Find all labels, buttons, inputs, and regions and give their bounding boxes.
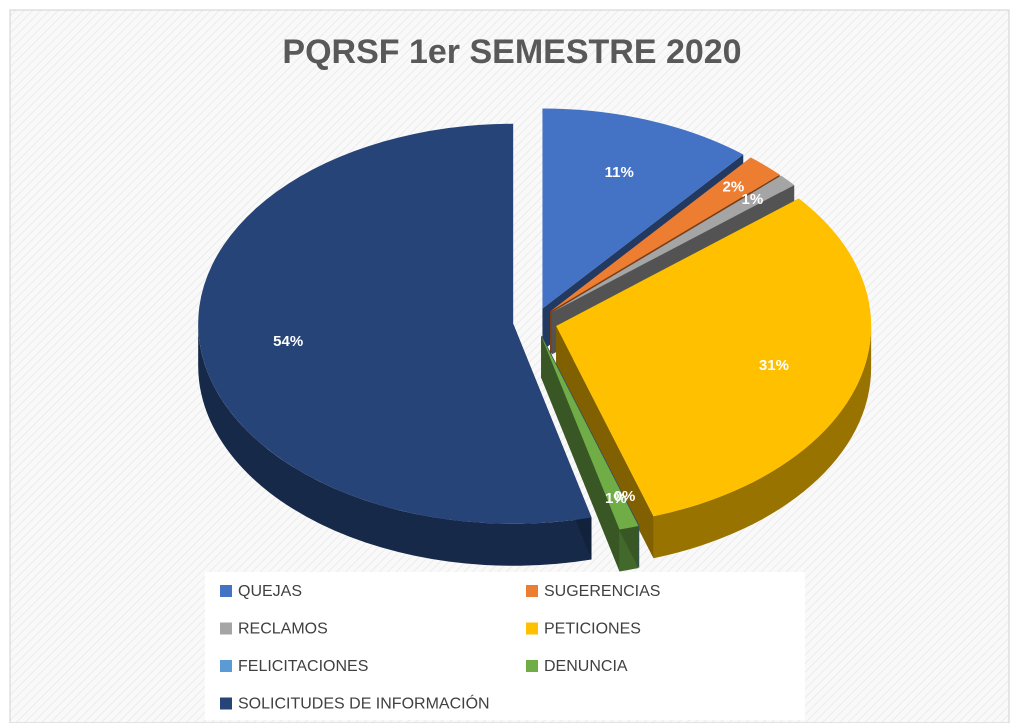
data-label: 54% (273, 333, 303, 350)
pie-slice (556, 198, 872, 517)
legend-swatch (220, 660, 232, 672)
slice-cut (556, 325, 654, 559)
slice-side (653, 325, 872, 559)
data-label: 0% (614, 488, 636, 505)
legend-swatch (526, 660, 538, 672)
legend-label: SOLICITUDES DE INFORMACIÓN (238, 694, 490, 713)
legend-swatch (526, 622, 538, 635)
legend-label: PETICIONES (544, 621, 641, 638)
slice-side (198, 323, 592, 566)
legend-swatch (220, 622, 232, 635)
legend-label: FELICITACIONES (238, 658, 368, 675)
legend-background (205, 572, 805, 720)
data-label: 1% (742, 191, 764, 208)
legend-label: RECLAMOS (238, 621, 328, 638)
legend-swatch (220, 585, 232, 597)
pie-slice (551, 175, 795, 313)
chart-title: PQRSF 1er SEMESTRE 2020 (282, 33, 741, 71)
legend-swatch (526, 585, 538, 597)
legend-label: SUGERENCIAS (544, 583, 660, 600)
data-label: 11% (605, 164, 634, 181)
data-label: 31% (759, 357, 789, 374)
data-label: 2% (723, 179, 745, 196)
pie-slice (541, 335, 639, 530)
pie-slice (198, 123, 592, 524)
pie-slice (542, 108, 744, 309)
legend-label: QUEJAS (238, 583, 302, 600)
data-label: 1% (605, 490, 627, 507)
legend-label: DENUNCIA (544, 658, 628, 675)
pie-slice (550, 157, 780, 312)
legend-swatch (220, 697, 232, 710)
slice-cut (541, 335, 620, 572)
